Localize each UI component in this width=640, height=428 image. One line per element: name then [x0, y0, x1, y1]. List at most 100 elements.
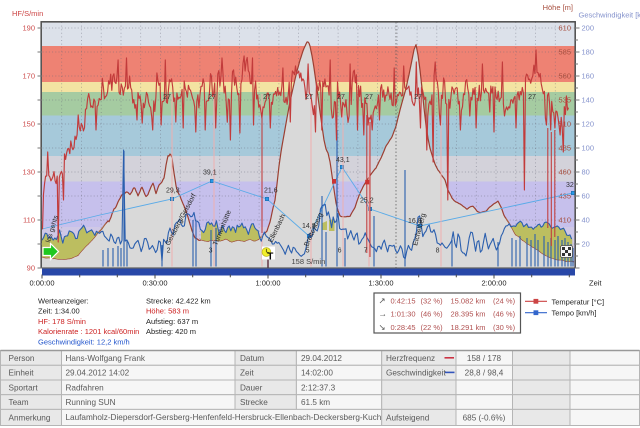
svg-text:130: 130 [22, 168, 35, 177]
svg-text:2:12:37.3: 2:12:37.3 [301, 383, 336, 392]
svg-text:0:30:00: 0:30:00 [142, 279, 167, 288]
svg-text:Werteanzeiger:: Werteanzeiger: [38, 296, 89, 305]
svg-text:110: 110 [23, 216, 35, 225]
svg-text:Person: Person [9, 354, 35, 363]
svg-text:Höhe [m]: Höhe [m] [543, 3, 573, 12]
svg-text:14,8: 14,8 [302, 223, 316, 230]
svg-text:27: 27 [305, 94, 313, 101]
svg-text:Temperatur [°C]: Temperatur [°C] [552, 297, 605, 306]
svg-text:Kalorienrate : 1201 kcal/60min: Kalorienrate : 1201 kcal/60min [38, 327, 139, 336]
svg-text:Anmerkung: Anmerkung [9, 413, 51, 422]
svg-text:485: 485 [558, 144, 571, 153]
svg-text:(46 %): (46 %) [493, 310, 516, 319]
svg-text:510: 510 [558, 120, 571, 129]
svg-text:0:00:00: 0:00:00 [29, 279, 54, 288]
svg-text:1:00:00: 1:00:00 [255, 279, 280, 288]
svg-text:Herzfrequenz: Herzfrequenz [386, 354, 435, 363]
svg-text:Höhe: 583 m: Höhe: 583 m [146, 307, 189, 316]
svg-text:→: → [379, 309, 388, 319]
svg-text:3: 3 [209, 248, 213, 255]
svg-text:60: 60 [582, 192, 590, 201]
svg-text:585: 585 [558, 48, 571, 57]
svg-text:Dauer: Dauer [240, 383, 263, 392]
svg-text:29,3: 29,3 [166, 188, 180, 195]
svg-text:7: 7 [364, 248, 368, 255]
svg-text:40: 40 [582, 216, 590, 225]
svg-text:2:00:00: 2:00:00 [481, 279, 506, 288]
svg-text:100: 100 [582, 144, 595, 153]
svg-text:(24 %): (24 %) [493, 296, 516, 305]
svg-text:27: 27 [528, 94, 536, 101]
svg-text:Datum: Datum [240, 354, 264, 363]
svg-text:560: 560 [558, 72, 571, 81]
svg-text:27: 27 [414, 94, 422, 101]
svg-text:28,8 / 98,4: 28,8 / 98,4 [465, 369, 504, 378]
svg-text:25,2: 25,2 [360, 198, 374, 205]
svg-text:28.395 km: 28.395 km [451, 310, 486, 319]
svg-text:150: 150 [22, 120, 35, 129]
svg-text:610: 610 [558, 24, 571, 33]
svg-text:90: 90 [27, 264, 35, 273]
svg-text:Zeit: 1:34.00: Zeit: 1:34.00 [38, 307, 80, 316]
svg-text:6: 6 [338, 248, 342, 255]
svg-text:2: 2 [167, 248, 171, 255]
svg-text:20: 20 [582, 240, 590, 249]
svg-text:Geschwindigkeit: Geschwindigkeit [386, 369, 446, 378]
svg-text:180: 180 [582, 48, 595, 57]
svg-text:460: 460 [558, 168, 571, 177]
svg-text:0:42:15: 0:42:15 [391, 296, 416, 305]
svg-text:1:30:00: 1:30:00 [368, 279, 393, 288]
svg-text:39,1: 39,1 [203, 170, 217, 177]
svg-text:5: 5 [306, 248, 310, 255]
svg-text:Laufamholz-Diepersdorf-Gersber: Laufamholz-Diepersdorf-Gersberg-Henfenfe… [66, 413, 382, 422]
svg-text:Radfahren: Radfahren [66, 383, 105, 392]
svg-text:435: 435 [558, 192, 571, 201]
svg-text:18.291 km: 18.291 km [451, 323, 486, 332]
svg-text:Strecke: 42.422 km: Strecke: 42.422 km [146, 296, 211, 305]
svg-text:Hans-Wolfgang Frank: Hans-Wolfgang Frank [66, 354, 146, 363]
svg-text:15.082 km: 15.082 km [451, 296, 486, 305]
svg-text:21,6: 21,6 [264, 188, 278, 195]
svg-text:(32 %): (32 %) [421, 296, 444, 305]
svg-text:410: 410 [558, 216, 571, 225]
svg-text:T: T [267, 252, 273, 263]
svg-text:Aufstieg: 637 m: Aufstieg: 637 m [146, 317, 198, 326]
svg-text:170: 170 [22, 72, 35, 81]
svg-text:(30 %): (30 %) [493, 323, 516, 332]
svg-text:200: 200 [582, 24, 595, 33]
svg-text:8: 8 [436, 248, 440, 255]
svg-text:190: 190 [22, 24, 35, 33]
svg-text:HF/S/min: HF/S/min [12, 9, 43, 18]
svg-text:↘: ↘ [379, 322, 386, 332]
svg-text:Geschwindigkeit: 12,2 km/h: Geschwindigkeit: 12,2 km/h [38, 338, 130, 347]
svg-text:61.5 km: 61.5 km [301, 398, 330, 407]
svg-text:27: 27 [365, 94, 373, 101]
svg-text:535: 535 [558, 96, 571, 105]
svg-text:Zeit: Zeit [240, 369, 254, 378]
svg-text:685 (-0.6%): 685 (-0.6%) [463, 413, 506, 422]
svg-text:158 / 178: 158 / 178 [467, 354, 502, 363]
svg-text:Abstieg: 420 m: Abstieg: 420 m [146, 327, 196, 336]
svg-text:1:01:30: 1:01:30 [391, 310, 416, 319]
svg-text:158 S/min: 158 S/min [292, 257, 326, 266]
svg-text:27: 27 [163, 94, 171, 101]
svg-text:27: 27 [337, 94, 345, 101]
svg-text:27: 27 [208, 94, 216, 101]
svg-text:HF: 178 S/min: HF: 178 S/min [38, 317, 86, 326]
svg-text:(46 %): (46 %) [421, 310, 444, 319]
svg-text:27: 27 [263, 94, 271, 101]
svg-text:Team: Team [9, 398, 29, 407]
svg-text:Strecke: Strecke [240, 398, 268, 407]
svg-text:80: 80 [582, 168, 590, 177]
svg-text:16,8: 16,8 [408, 218, 422, 225]
svg-text:(22 %): (22 %) [421, 323, 444, 332]
svg-text:29.04.2012 14:02: 29.04.2012 14:02 [66, 369, 130, 378]
svg-text:160: 160 [582, 72, 595, 81]
svg-text:↗: ↗ [379, 295, 386, 305]
svg-text:29.04.2012: 29.04.2012 [301, 354, 342, 363]
svg-text:14:02:00: 14:02:00 [301, 369, 333, 378]
svg-text:140: 140 [582, 96, 595, 105]
svg-text:32: 32 [566, 182, 574, 189]
svg-text:120: 120 [582, 120, 595, 129]
svg-text:Sportart: Sportart [9, 383, 39, 392]
